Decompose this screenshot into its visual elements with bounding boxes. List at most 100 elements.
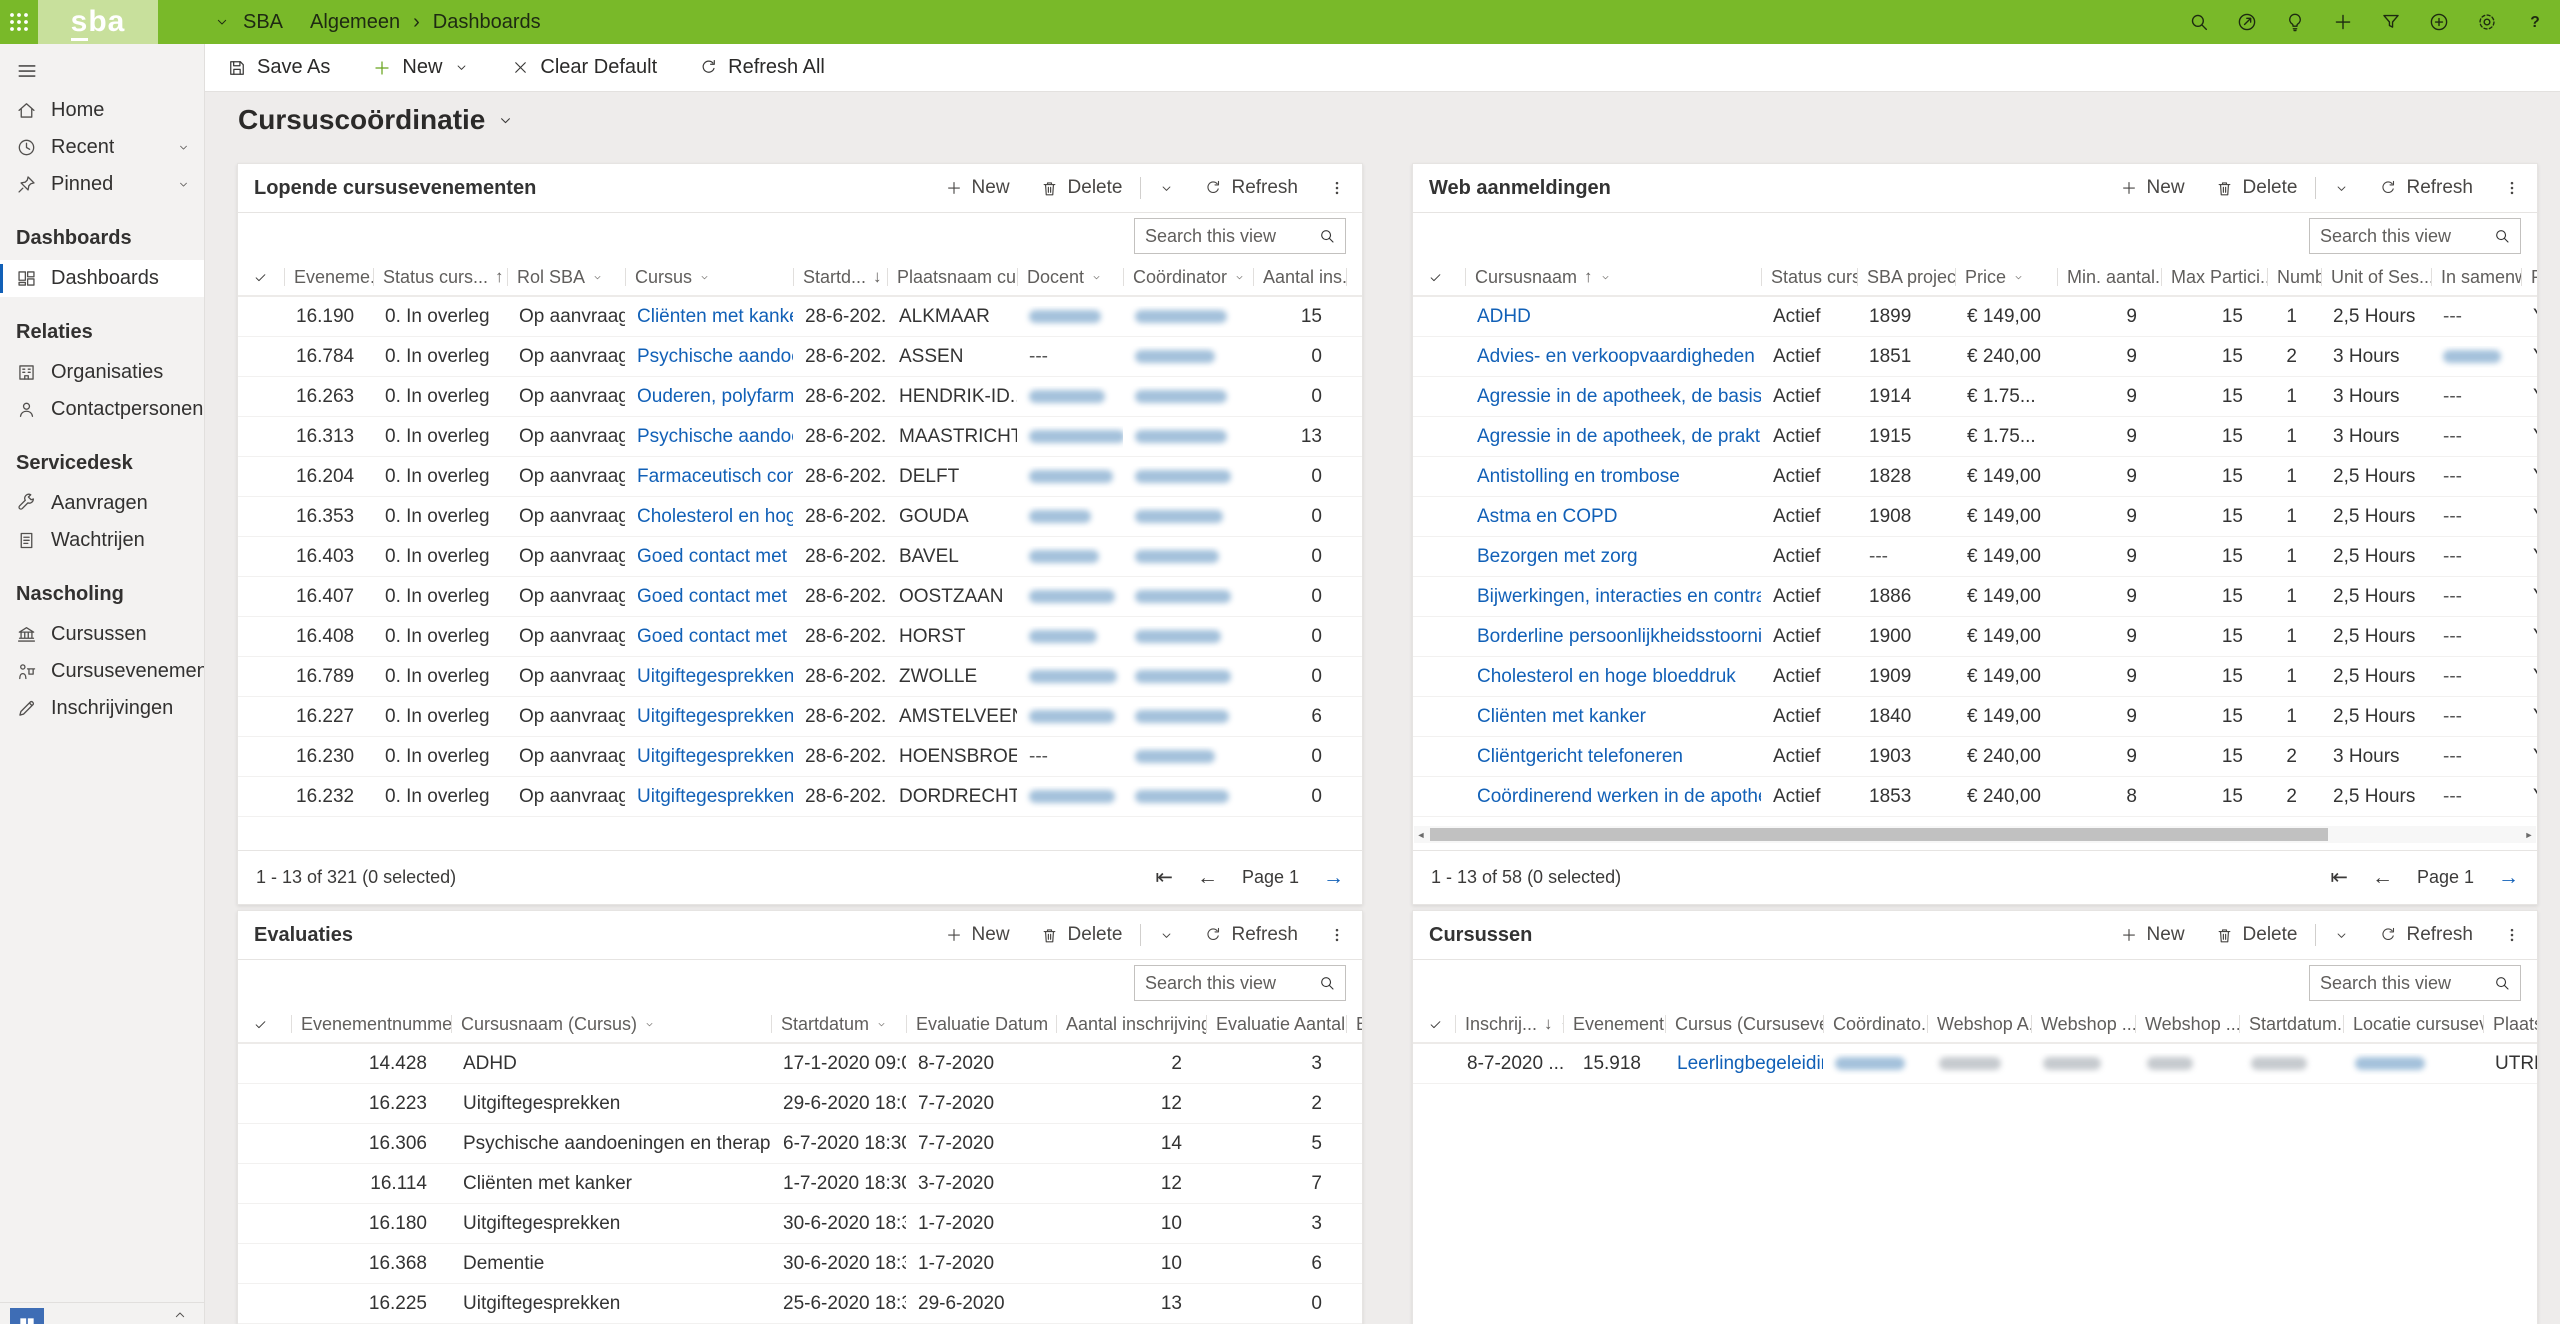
column-header-pu[interactable]: Pu — [2521, 259, 2537, 295]
more-commands-button[interactable] — [1159, 928, 1174, 943]
new-button[interactable]: New — [2120, 924, 2185, 946]
horizontal-scrollbar[interactable]: ◄ ► — [1414, 826, 2536, 843]
table-row[interactable]: Coördinerend werken in de apotheek Actief… — [1413, 777, 2537, 817]
record-link[interactable]: Farmaceutisch consult — [637, 465, 793, 487]
help-icon[interactable]: ? — [2524, 11, 2546, 33]
record-link[interactable]: Bezorgen met zorg — [1477, 545, 1638, 567]
breadcrumb-section[interactable]: Algemeen — [310, 10, 401, 33]
column-header-co-rdinato[interactable]: Coördinato... — [1823, 1006, 1927, 1042]
search-icon[interactable] — [2188, 11, 2210, 33]
compass-icon[interactable] — [2236, 11, 2258, 33]
column-header-cursus-cursusevene[interactable]: Cursus (Cursusevene... — [1665, 1006, 1823, 1042]
chevron-up-icon[interactable] — [172, 1307, 188, 1323]
prev-page-button[interactable]: ← — [2371, 865, 2393, 889]
chevron-down-icon[interactable] — [1600, 272, 1611, 283]
column-header-cursusnaam[interactable]: Cursusnaam ↑ — [1465, 259, 1761, 295]
search-icon[interactable] — [1318, 227, 1336, 245]
column-header-status-cursus[interactable]: Status cursus — [1761, 259, 1857, 295]
next-page-button[interactable]: → — [2498, 865, 2519, 889]
record-link[interactable]: Cliënten met kanker — [1477, 705, 1646, 727]
sidebar-item-pinned[interactable]: Pinned — [0, 166, 204, 203]
table-row[interactable]: Astma en COPD Actief 1908 € 149,00 9 15 1 2,5 H… — [1413, 497, 2537, 537]
table-row[interactable]: 16.225 Uitgiftegesprekken 25-6-2020 18:30 2… — [238, 1284, 1362, 1324]
column-header-numb[interactable]: Numb... — [2267, 259, 2321, 295]
record-link[interactable]: Uitgiftegesprekken — [637, 705, 793, 727]
record-link[interactable]: Astma en COPD — [1477, 505, 1618, 527]
record-link[interactable]: Agressie in de apotheek, de praktijk — [1477, 425, 1761, 447]
chevron-down-icon[interactable] — [592, 272, 603, 283]
column-header-sba-projec[interactable]: SBA projec... — [1857, 259, 1955, 295]
table-row[interactable]: 16.353 0. In overleg Op aanvraag Cholestero… — [238, 497, 1362, 537]
search-input[interactable] — [1135, 225, 1318, 247]
more-commands-button[interactable] — [2334, 181, 2349, 196]
sitemap-chevron-icon[interactable] — [214, 14, 230, 30]
area-switcher-tile[interactable] — [10, 1308, 44, 1324]
table-row[interactable]: Cliënten met kanker Actief 1840 € 149,00 9 15… — [1413, 697, 2537, 737]
column-header-in-samenw[interactable]: In samenw... — [2431, 259, 2521, 295]
table-row[interactable]: 16.227 0. In overleg Op aanvraag Uitgiftege… — [238, 697, 1362, 737]
column-header-evaluatie-aantal-rea[interactable]: Evaluatie Aantal Rea... — [1206, 1006, 1346, 1042]
search-input[interactable] — [2310, 225, 2493, 247]
column-header-webshop[interactable]: Webshop ... — [2031, 1006, 2135, 1042]
refresh-all-button[interactable]: Refresh All — [699, 56, 825, 79]
table-row[interactable]: 16.230 0. In overleg Op aanvraag Uitgiftege… — [238, 737, 1362, 777]
column-header-price[interactable]: Price — [1955, 259, 2057, 295]
column-header-co-rdinator[interactable]: Coördinator — [1123, 259, 1253, 295]
overflow-menu-button[interactable] — [2503, 926, 2521, 944]
record-link[interactable]: Cliëntgericht telefoneren — [1477, 745, 1683, 767]
record-link[interactable]: Cholesterol en hoge bloec — [637, 505, 793, 527]
column-header-startdatum[interactable]: Startdatum — [771, 1006, 906, 1042]
table-row[interactable]: Advies- en verkoopvaardigheden Actief 1851… — [1413, 337, 2537, 377]
table-row[interactable]: 16.784 0. In overleg Op aanvraag Psychische… — [238, 337, 1362, 377]
column-header-locatie-cursusevene[interactable]: Locatie cursusevene... — [2343, 1006, 2483, 1042]
new-dashboard-button[interactable]: New — [372, 56, 469, 79]
table-row[interactable]: 16.180 Uitgiftegesprekken 30-6-2020 18:30 1… — [238, 1204, 1362, 1244]
sidebar-item-cursussen[interactable]: Cursussen — [0, 616, 204, 653]
table-row[interactable]: 16.789 0. In overleg Op aanvraag Uitgiftege… — [238, 657, 1362, 697]
new-button[interactable]: New — [2120, 177, 2185, 199]
record-link[interactable]: Goed contact met de cliër — [637, 625, 793, 647]
sidebar-item-aanvragen[interactable]: Aanvragen — [0, 485, 204, 522]
record-link[interactable]: Cliënten met kanker — [637, 305, 793, 327]
table-row[interactable]: Cliëntgericht telefoneren Actief 1903 € 240… — [1413, 737, 2537, 777]
column-header-evenement[interactable]: Evenement... — [1563, 1006, 1665, 1042]
table-row[interactable]: Cholesterol en hoge bloeddruk Actief 1909 €… — [1413, 657, 2537, 697]
column-header-webshop[interactable]: Webshop ... — [2135, 1006, 2239, 1042]
record-link[interactable]: Advies- en verkoopvaardigheden — [1477, 345, 1755, 367]
overflow-menu-button[interactable] — [1328, 179, 1346, 197]
breadcrumb-page[interactable]: Dashboards — [432, 10, 541, 33]
delete-button[interactable]: Delete — [1040, 177, 1122, 199]
table-row[interactable]: 16.407 0. In overleg Op aanvraag Goed conta… — [238, 577, 1362, 617]
delete-button[interactable]: Delete — [1040, 924, 1122, 946]
select-all-column[interactable] — [238, 1006, 291, 1042]
column-header-startd[interactable]: Startd... ↓ — [793, 259, 887, 295]
record-link[interactable]: Leerlingbegeleiding — [1677, 1052, 1823, 1074]
save-as-button[interactable]: Save As — [227, 56, 330, 79]
new-button[interactable]: New — [945, 924, 1010, 946]
column-header-cursusnaam-cursus[interactable]: Cursusnaam (Cursus) — [451, 1006, 771, 1042]
sidebar-item-home[interactable]: Home — [0, 92, 204, 129]
refresh-button[interactable]: Refresh — [1204, 177, 1298, 199]
table-row[interactable]: ADHD Actief 1899 € 149,00 9 15 1 2,5 Hours --- Ye — [1413, 297, 2537, 337]
chevron-down-icon[interactable] — [1234, 272, 1245, 283]
waffle-icon[interactable] — [0, 0, 38, 44]
sidebar-item-cursusevenementen[interactable]: Cursusevenementen — [0, 653, 204, 690]
table-row[interactable]: 14.428 ADHD 17-1-2020 09:00 8-7-2020 2 3 — [238, 1044, 1362, 1084]
column-header-webshop-a[interactable]: Webshop A... — [1927, 1006, 2031, 1042]
search-icon[interactable] — [2493, 227, 2511, 245]
clear-default-button[interactable]: Clear Default — [511, 56, 657, 79]
search-icon[interactable] — [2493, 974, 2511, 992]
record-link[interactable]: Cholesterol en hoge bloeddruk — [1477, 665, 1736, 687]
more-commands-button[interactable] — [2334, 928, 2349, 943]
column-header-docent[interactable]: Docent — [1017, 259, 1123, 295]
more-commands-button[interactable] — [1159, 181, 1174, 196]
record-link[interactable]: Coördinerend werken in de apotheek — [1477, 785, 1761, 807]
overflow-menu-button[interactable] — [2503, 179, 2521, 197]
table-row[interactable]: 16.190 0. In overleg Op aanvraag Cliënten m… — [238, 297, 1362, 337]
table-row[interactable]: 16.403 0. In overleg Op aanvraag Goed conta… — [238, 537, 1362, 577]
table-row[interactable]: Bijwerkingen, interacties en contra-indi… — [1413, 577, 2537, 617]
column-header-aantal-ins[interactable]: Aantal ins... — [1253, 259, 1346, 295]
record-link[interactable]: Psychische aandoeningen — [637, 425, 793, 447]
chevron-down-icon[interactable] — [644, 1019, 655, 1030]
select-all-column[interactable] — [238, 259, 284, 295]
